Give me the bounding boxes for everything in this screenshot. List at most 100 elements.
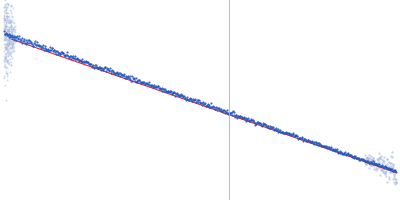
Point (372, 166, 379, 170)
Point (377, 165, 384, 168)
Point (3, 24, 9, 28)
Point (219, 108, 226, 112)
Point (96, 66, 102, 69)
Point (2, 27, 8, 31)
Point (364, 155, 370, 159)
Point (6, 28, 12, 31)
Point (4, 79, 10, 82)
Point (332, 149, 338, 153)
Point (200, 102, 207, 105)
Point (8, 11, 14, 15)
Point (308, 140, 315, 143)
Point (387, 168, 393, 171)
Point (1, 17, 7, 20)
Point (17, 40, 24, 43)
Point (7, 33, 13, 36)
Point (246, 118, 252, 121)
Point (7, 33, 14, 37)
Point (6, 26, 12, 29)
Point (6, 20, 13, 23)
Point (243, 116, 249, 120)
Point (335, 151, 342, 154)
Point (212, 107, 218, 111)
Point (381, 165, 387, 168)
Point (7, 35, 14, 38)
Point (342, 153, 349, 156)
Point (3, 5, 10, 8)
Point (178, 94, 184, 97)
Point (84, 60, 91, 63)
Point (92, 63, 98, 67)
Point (206, 104, 212, 107)
Point (41, 46, 48, 49)
Point (157, 87, 164, 90)
Point (364, 160, 370, 164)
Point (213, 106, 219, 109)
Point (383, 169, 390, 172)
Point (260, 123, 266, 126)
Point (148, 84, 154, 87)
Point (1, 76, 7, 79)
Point (371, 162, 378, 165)
Point (95, 66, 101, 70)
Point (5, 36, 12, 39)
Point (50, 49, 56, 53)
Point (37, 45, 43, 48)
Point (327, 148, 333, 151)
Point (381, 166, 388, 169)
Point (6, 36, 13, 39)
Point (7, 46, 14, 49)
Point (41, 48, 47, 52)
Point (386, 167, 393, 170)
Point (8, 30, 14, 33)
Point (98, 68, 105, 71)
Point (43, 47, 49, 50)
Point (9, 50, 16, 53)
Point (2, 46, 8, 49)
Point (162, 87, 168, 90)
Point (392, 170, 398, 173)
Point (6, 20, 13, 23)
Point (146, 81, 152, 84)
Point (376, 163, 382, 166)
Point (90, 63, 96, 66)
Point (97, 67, 103, 70)
Point (336, 151, 342, 154)
Point (6, 38, 12, 41)
Point (264, 124, 271, 127)
Point (300, 140, 306, 143)
Point (155, 85, 162, 88)
Point (212, 107, 218, 110)
Point (4, 28, 11, 31)
Point (266, 127, 272, 130)
Point (270, 127, 277, 131)
Point (280, 131, 286, 134)
Point (87, 63, 94, 66)
Point (386, 167, 393, 170)
Point (168, 91, 175, 94)
Point (1, 0, 7, 1)
Point (42, 44, 48, 47)
Point (1, 63, 8, 66)
Point (338, 152, 345, 155)
Point (370, 159, 376, 162)
Point (322, 144, 328, 147)
Point (348, 153, 354, 157)
Point (393, 170, 399, 173)
Point (182, 96, 188, 99)
Point (120, 72, 127, 76)
Point (182, 96, 188, 99)
Point (2, 2, 8, 6)
Point (270, 125, 276, 128)
Point (362, 159, 368, 162)
Point (3, 34, 10, 37)
Point (3, 61, 10, 64)
Point (233, 114, 240, 117)
Point (367, 160, 374, 163)
Point (10, 47, 16, 50)
Point (385, 166, 392, 169)
Point (116, 71, 122, 74)
Point (4, 59, 10, 62)
Point (11, 46, 18, 49)
Point (9, 29, 16, 32)
